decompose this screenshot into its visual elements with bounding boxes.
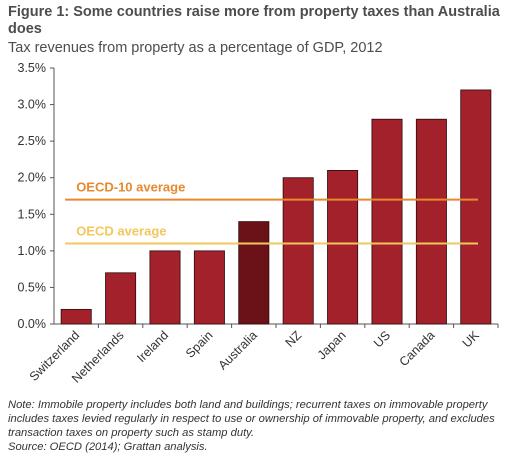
note-text: Note: Immobile property includes both la… bbox=[8, 399, 495, 439]
bar-netherlands bbox=[105, 272, 137, 325]
x-category-label: Japan bbox=[315, 328, 349, 362]
y-tick-label: 0.0% bbox=[18, 317, 47, 331]
y-tick-label: 3.5% bbox=[18, 61, 47, 75]
bar-ireland bbox=[149, 250, 181, 325]
x-category-label: Ireland bbox=[134, 328, 171, 365]
y-tick-label: 2.5% bbox=[18, 134, 47, 148]
y-tick-label: 2.0% bbox=[18, 171, 47, 185]
bar-uk bbox=[460, 89, 492, 325]
source-text: Source: OECD (2014); Grattan analysis. bbox=[8, 441, 208, 453]
x-category-label: Canada bbox=[397, 328, 438, 369]
x-category-label: UK bbox=[460, 328, 483, 351]
bar-us bbox=[371, 118, 403, 325]
bar-nz bbox=[282, 177, 314, 325]
figure-subtitle: Tax revenues from property as a percenta… bbox=[8, 40, 383, 56]
x-category-label: NZ bbox=[283, 328, 305, 350]
bar-spain bbox=[193, 250, 225, 325]
reference-line-label: OECD average bbox=[76, 224, 166, 239]
x-category-label: Australia bbox=[216, 328, 260, 372]
reference-line-label: OECD-10 average bbox=[76, 180, 185, 195]
bar-australia bbox=[238, 221, 270, 325]
x-category-label: Spain bbox=[183, 328, 216, 361]
y-tick-label: 1.0% bbox=[18, 244, 47, 258]
bar-canada bbox=[415, 118, 447, 325]
figure-note: Note: Immobile property includes both la… bbox=[8, 398, 504, 454]
bar-chart: 0.0%0.5%1.0%1.5%2.0%2.5%3.0%3.5%Switzerl… bbox=[18, 61, 499, 386]
bar-switzerland bbox=[60, 308, 92, 325]
bar-japan bbox=[327, 170, 359, 325]
figure-title: Figure 1: Some countries raise more from… bbox=[8, 4, 500, 37]
y-tick-label: 0.5% bbox=[18, 280, 47, 294]
y-tick-label: 1.5% bbox=[18, 207, 47, 221]
y-tick-label: 3.0% bbox=[18, 98, 47, 112]
x-category-label: US bbox=[371, 328, 393, 350]
